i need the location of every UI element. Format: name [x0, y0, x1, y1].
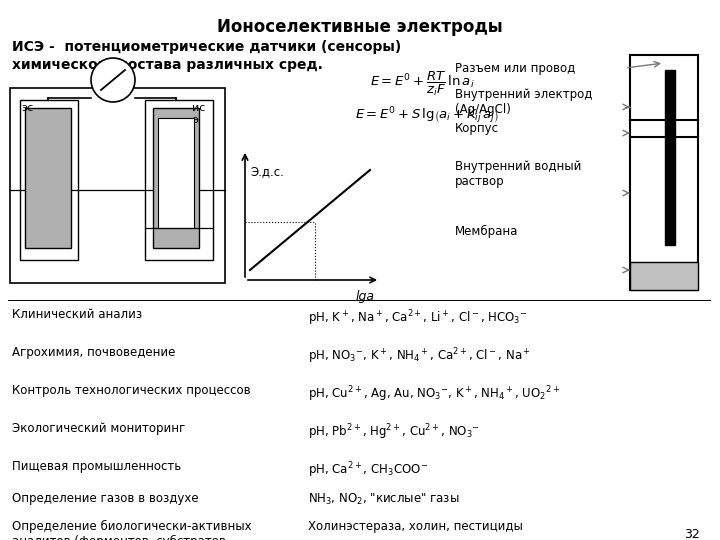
Text: pH, Ca$^{2+}$, CH$_3$COO$^{-}$: pH, Ca$^{2+}$, CH$_3$COO$^{-}$: [308, 460, 428, 480]
Text: pH, Cu$^{2+}$, Ag, Au, NO$_3$$^{-}$, K$^+$, NH$_4$$^+$, UO$_2$$^{2+}$: pH, Cu$^{2+}$, Ag, Au, NO$_3$$^{-}$, K$^…: [308, 384, 560, 403]
Text: Контроль технологических процессов: Контроль технологических процессов: [12, 384, 251, 397]
Text: раствор: раствор: [455, 175, 505, 188]
Text: 32: 32: [684, 528, 700, 540]
Bar: [153, 108, 199, 248]
Bar: [158, 118, 194, 228]
Bar: [630, 262, 698, 290]
Text: pH, NO$_3$$^{-}$, K$^+$, NH$_4$$^+$, Ca$^{2+}$, Cl$^-$, Na$^+$: pH, NO$_3$$^{-}$, K$^+$, NH$_4$$^+$, Ca$…: [308, 346, 531, 366]
Text: Разъем или провод: Разъем или провод: [455, 62, 575, 75]
Text: (Ag/AgCl): (Ag/AgCl): [455, 103, 511, 116]
Text: Ионоселективные электроды: Ионоселективные электроды: [217, 18, 503, 36]
Text: Пищевая промышленность: Пищевая промышленность: [12, 460, 181, 473]
Bar: [20, 100, 78, 260]
Text: ИСЭ -  потенциометрические датчики (сенсоры): ИСЭ - потенциометрические датчики (сенсо…: [12, 40, 401, 54]
Bar: [25, 108, 71, 248]
Text: $E = E^{0} + \dfrac{RT}{z_i F}\,\ln a_i$: $E = E^{0} + \dfrac{RT}{z_i F}\,\ln a_i$: [370, 70, 474, 98]
Text: Корпус: Корпус: [455, 122, 499, 135]
Text: pH, Pb$^{2+}$, Hg$^{2+}$, Cu$^{2+}$, NO$_3$$^{-}$: pH, Pb$^{2+}$, Hg$^{2+}$, Cu$^{2+}$, NO$…: [308, 422, 480, 442]
Bar: [630, 55, 698, 290]
Text: lga: lga: [356, 290, 375, 303]
Text: Экологический мониторинг: Экологический мониторинг: [12, 422, 185, 435]
Text: Э.д.с.: Э.д.с.: [250, 165, 284, 178]
Text: Внутренний водный: Внутренний водный: [455, 160, 581, 173]
Bar: [665, 70, 675, 245]
Text: $E = E^{0} + S\,\lg\!\left(a_i + K_{ij}\,a_j\right)$: $E = E^{0} + S\,\lg\!\left(a_i + K_{ij}\…: [355, 105, 499, 126]
Text: эс: эс: [22, 103, 34, 113]
Text: ис
э: ис э: [192, 103, 205, 125]
Text: химического состава различных сред.: химического состава различных сред.: [12, 58, 323, 72]
Text: NH$_3$, NO$_2$, "кислые" газы: NH$_3$, NO$_2$, "кислые" газы: [308, 492, 459, 507]
Bar: [10, 88, 225, 283]
Text: Определение газов в воздухе: Определение газов в воздухе: [12, 492, 199, 505]
Text: Мембрана: Мембрана: [455, 225, 518, 238]
Circle shape: [91, 58, 135, 102]
Text: Внутренний электрод: Внутренний электрод: [455, 88, 593, 101]
Text: pH, K$^+$, Na$^+$, Ca$^{2+}$, Li$^+$, Cl$^-$, HCO$_3$$^{-}$: pH, K$^+$, Na$^+$, Ca$^{2+}$, Li$^+$, Cl…: [308, 308, 528, 328]
Text: Клинический анализ: Клинический анализ: [12, 308, 142, 321]
Text: Определение биологически-активных
аналитов (ферментов, субстратов,
ингибиторов): Определение биологически-активных аналит…: [12, 520, 251, 540]
Text: Холинэстераза, холин, пестициды: Холинэстераза, холин, пестициды: [308, 520, 523, 533]
Text: Агрохимия, почвоведение: Агрохимия, почвоведение: [12, 346, 176, 359]
Bar: [145, 100, 213, 260]
